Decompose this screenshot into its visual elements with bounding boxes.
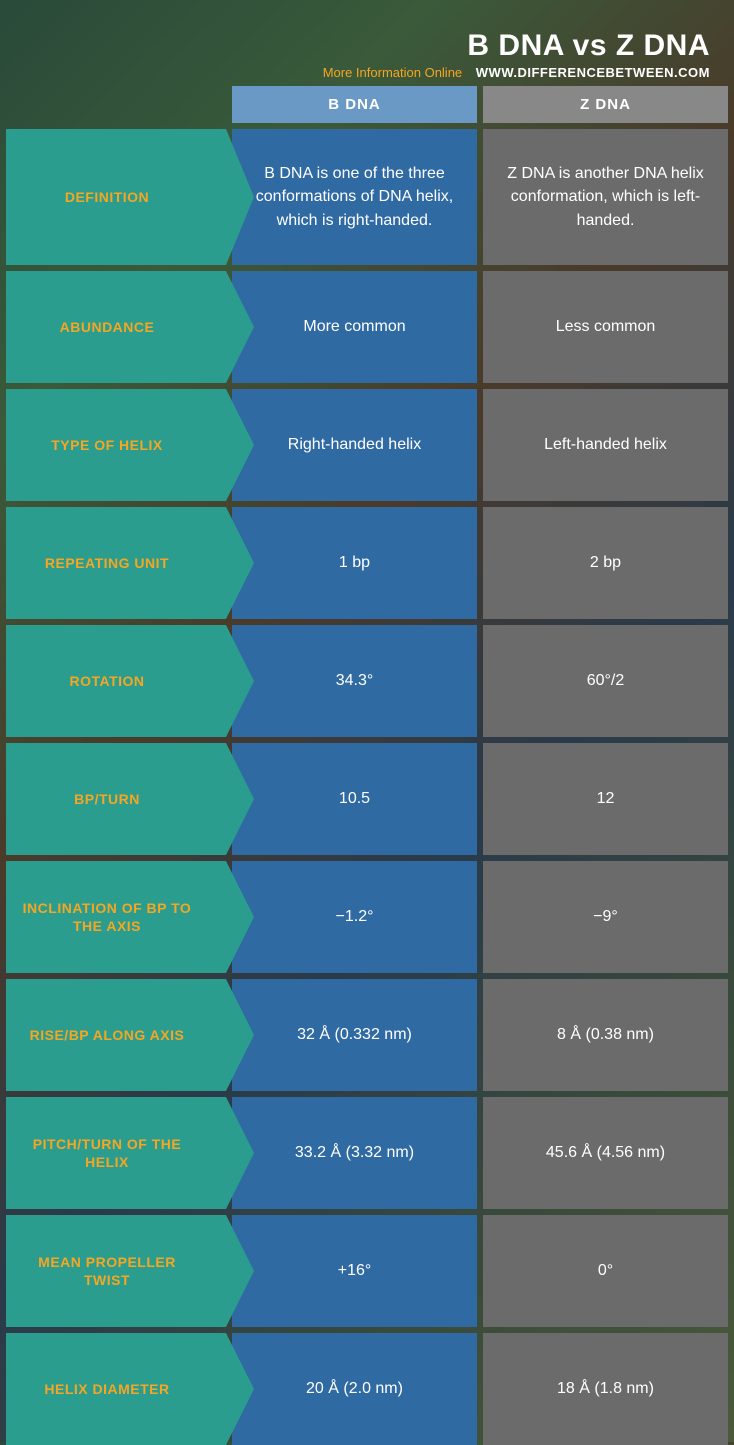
header-spacer: [6, 86, 226, 123]
table-row: TYPE OF HELIX Right-handed helixLeft-hand…: [6, 389, 728, 501]
column-header-b: B DNA: [232, 86, 477, 123]
row-label-wrap: BP/TURN: [6, 743, 226, 855]
row-label: MEAN PROPELLER TWIST: [6, 1215, 226, 1327]
row-label-wrap: ABUNDANCE: [6, 271, 226, 383]
table-row: ABUNDANCE More commonLess common: [6, 271, 728, 383]
table-row: ROTATION 34.3°60°/2: [6, 625, 728, 737]
row-label: HELIX DIAMETER: [6, 1333, 226, 1445]
cell-b: Right-handed helix: [232, 389, 477, 501]
row-label-wrap: MEAN PROPELLER TWIST: [6, 1215, 226, 1327]
row-label-text: TYPE OF HELIX: [51, 436, 163, 454]
row-label-text: ABUNDANCE: [60, 318, 155, 336]
cell-z: 2 bp: [483, 507, 728, 619]
cell-z: 8 Å (0.38 nm): [483, 979, 728, 1091]
cell-z: 45.6 Å (4.56 nm): [483, 1097, 728, 1209]
row-label-text: INCLINATION OF BP TO THE AXIS: [16, 899, 198, 935]
row-label-wrap: REPEATING UNIT: [6, 507, 226, 619]
cell-b: 32 Å (0.332 nm): [232, 979, 477, 1091]
cell-b: 34.3°: [232, 625, 477, 737]
column-headers: B DNA Z DNA: [6, 86, 728, 123]
cell-b: B DNA is one of the three conformations …: [232, 129, 477, 265]
comparison-infographic: B DNA vs Z DNA More Information Online W…: [0, 0, 734, 1442]
row-label-wrap: HELIX DIAMETER: [6, 1333, 226, 1445]
header: B DNA vs Z DNA More Information Online W…: [6, 6, 728, 86]
table-row: HELIX DIAMETER 20 Å (2.0 nm)18 Å (1.8 nm): [6, 1333, 728, 1445]
cell-b: 20 Å (2.0 nm): [232, 1333, 477, 1445]
column-header-z: Z DNA: [483, 86, 728, 123]
cell-z: 60°/2: [483, 625, 728, 737]
row-label: PITCH/TURN OF THE HELIX: [6, 1097, 226, 1209]
row-label: DEFINITION: [6, 129, 226, 265]
row-label: REPEATING UNIT: [6, 507, 226, 619]
row-label: BP/TURN: [6, 743, 226, 855]
row-label-text: RISE/BP ALONG AXIS: [30, 1026, 185, 1044]
row-label-wrap: INCLINATION OF BP TO THE AXIS: [6, 861, 226, 973]
page-title: B DNA vs Z DNA: [467, 29, 710, 63]
table-row: BP/TURN 10.512: [6, 743, 728, 855]
cell-b: 33.2 Å (3.32 nm): [232, 1097, 477, 1209]
row-label-text: MEAN PROPELLER TWIST: [16, 1253, 198, 1289]
row-label: INCLINATION OF BP TO THE AXIS: [6, 861, 226, 973]
row-label-text: DEFINITION: [65, 188, 149, 206]
row-label-wrap: RISE/BP ALONG AXIS: [6, 979, 226, 1091]
row-label-text: BP/TURN: [74, 790, 140, 808]
row-label: RISE/BP ALONG AXIS: [6, 979, 226, 1091]
cell-z: Z DNA is another DNA helix conformation,…: [483, 129, 728, 265]
row-label-text: HELIX DIAMETER: [44, 1380, 169, 1398]
row-label: ABUNDANCE: [6, 271, 226, 383]
cell-b: −1.2°: [232, 861, 477, 973]
cell-z: −9°: [483, 861, 728, 973]
cell-z: Left-handed helix: [483, 389, 728, 501]
row-label-text: ROTATION: [69, 672, 144, 690]
row-label-wrap: PITCH/TURN OF THE HELIX: [6, 1097, 226, 1209]
row-label: TYPE OF HELIX: [6, 389, 226, 501]
cell-b: More common: [232, 271, 477, 383]
source-url: WWW.DIFFERENCEBETWEEN.COM: [476, 65, 710, 80]
table-row: DEFINITION B DNA is one of the three conf…: [6, 129, 728, 265]
cell-z: 12: [483, 743, 728, 855]
cell-z: 18 Å (1.8 nm): [483, 1333, 728, 1445]
cell-z: 0°: [483, 1215, 728, 1327]
cell-b: +16°: [232, 1215, 477, 1327]
cell-b: 1 bp: [232, 507, 477, 619]
more-info-text: More Information Online: [323, 65, 462, 80]
table-row: INCLINATION OF BP TO THE AXIS −1.2°−9°: [6, 861, 728, 973]
subtitle: More Information Online WWW.DIFFERENCEBE…: [323, 65, 710, 80]
table-rows: DEFINITION B DNA is one of the three conf…: [6, 129, 728, 1445]
row-label-wrap: TYPE OF HELIX: [6, 389, 226, 501]
row-label-wrap: DEFINITION: [6, 129, 226, 265]
table-row: MEAN PROPELLER TWIST +16°0°: [6, 1215, 728, 1327]
cell-b: 10.5: [232, 743, 477, 855]
table-row: PITCH/TURN OF THE HELIX 33.2 Å (3.32 nm)4…: [6, 1097, 728, 1209]
row-label: ROTATION: [6, 625, 226, 737]
row-label-wrap: ROTATION: [6, 625, 226, 737]
row-label-text: PITCH/TURN OF THE HELIX: [16, 1135, 198, 1171]
table-row: RISE/BP ALONG AXIS 32 Å (0.332 nm)8 Å (0.…: [6, 979, 728, 1091]
table-row: REPEATING UNIT 1 bp2 bp: [6, 507, 728, 619]
row-label-text: REPEATING UNIT: [45, 554, 169, 572]
cell-z: Less common: [483, 271, 728, 383]
